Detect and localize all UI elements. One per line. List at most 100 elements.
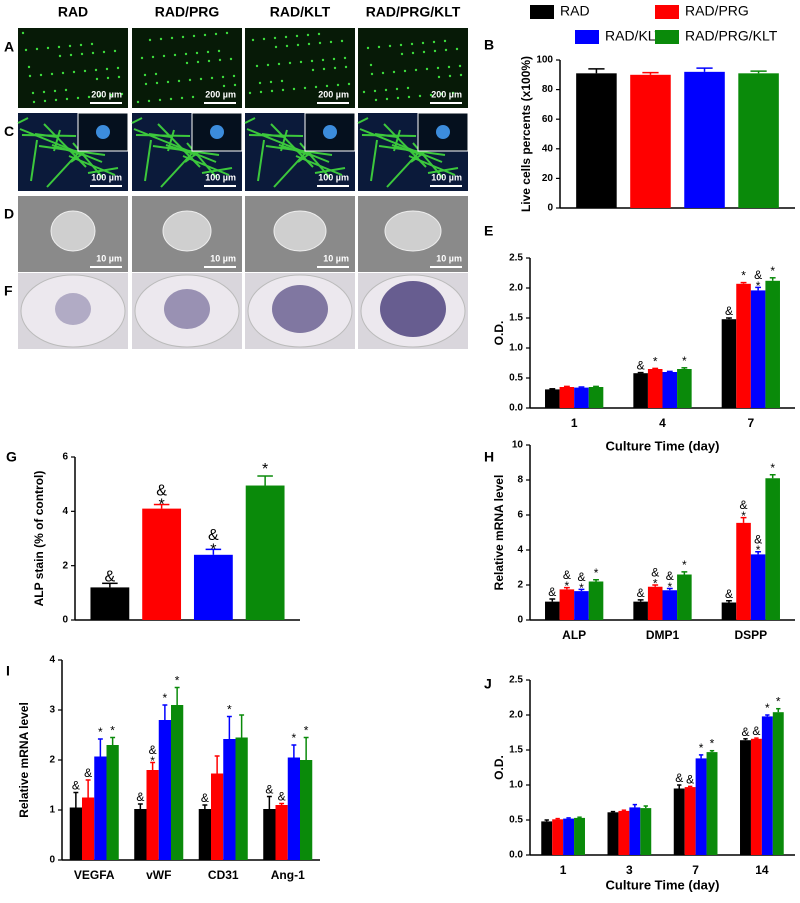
bar (193, 554, 233, 620)
error-bar (85, 779, 91, 798)
cell-dot (340, 39, 344, 43)
scale-label: 200 µm (91, 89, 122, 99)
significance-mark: * (699, 741, 704, 755)
scale-label: 100 µm (205, 172, 236, 182)
significance-mark: & * (563, 568, 571, 593)
cell-dot (69, 53, 73, 57)
x-tick-label: DMP1 (646, 628, 680, 642)
bar (695, 758, 707, 855)
cell-dot (116, 66, 120, 70)
bar (677, 369, 692, 408)
error-bar (266, 795, 272, 809)
bar (94, 756, 107, 860)
bar (721, 319, 737, 408)
cell-dot (307, 42, 311, 46)
cell-dot (388, 44, 392, 48)
bar (541, 821, 553, 855)
cell-dot (166, 80, 170, 84)
cell-body (162, 210, 212, 252)
cell-dot (258, 81, 262, 85)
y-tick-label: 2.5 (509, 253, 523, 264)
cell-dot (173, 53, 177, 57)
cell-dot (322, 67, 326, 71)
cell-dot (233, 83, 237, 87)
cell-dot (370, 72, 374, 76)
bar (106, 745, 119, 860)
bar (559, 589, 575, 620)
fiber (361, 134, 417, 137)
bar (684, 787, 696, 855)
error-bar (610, 810, 616, 813)
significance-mark: & (548, 585, 556, 599)
cell-dot (344, 65, 348, 69)
significance-mark: & (637, 586, 645, 600)
y-tick-label: 100 (536, 55, 553, 66)
significance-mark: * (163, 691, 168, 705)
bar (740, 740, 751, 855)
y-tick-label: 2.5 (509, 675, 523, 686)
scale-label: 100 µm (91, 172, 122, 182)
bar (146, 770, 159, 860)
bar (198, 809, 211, 860)
scale-label: 100 µm (431, 172, 462, 182)
y-axis-label: ALP stain (% of control) (32, 471, 46, 607)
fiber (265, 145, 333, 156)
bar (552, 819, 564, 855)
cell-dot (68, 44, 72, 48)
error-bar (110, 736, 116, 745)
stain (55, 293, 91, 325)
significance-mark: & * (666, 569, 674, 594)
cell-dot (336, 83, 340, 87)
cell-dot (332, 57, 336, 61)
bar (629, 807, 641, 855)
stain (380, 281, 446, 337)
error-bar (279, 802, 285, 805)
bar (677, 574, 692, 620)
y-axis-label: Relative mRNA level (492, 475, 506, 591)
cell-dot (54, 98, 58, 102)
cell-dot (144, 82, 148, 86)
cell-dot (369, 63, 373, 67)
cell-dot (24, 48, 28, 52)
fiber (152, 145, 220, 156)
error-bar (743, 738, 748, 741)
cell-dot (306, 33, 310, 37)
fiber (38, 145, 106, 156)
significance-mark: & * (577, 570, 585, 595)
panel-letter: I (6, 663, 10, 679)
chart-panel: JO.D.0.00.51.01.52.02.51 3 7& &* *14& &* *Cult… (484, 675, 795, 892)
y-tick-label: 6 (517, 510, 523, 521)
x-tick-label: 4 (659, 416, 666, 430)
bar (721, 602, 737, 620)
cell-dot (180, 96, 184, 100)
fiber (17, 117, 29, 124)
error-bar (593, 385, 599, 388)
significance-mark: * (304, 724, 309, 738)
x-tick-label: DSPP (734, 628, 767, 642)
significance-mark: * (770, 264, 775, 278)
bar (647, 369, 663, 408)
error-bar (153, 503, 170, 509)
cell-dot (251, 38, 255, 42)
cell-dot (318, 41, 322, 45)
cell-dot (192, 34, 196, 38)
legend-label: RAD/PRG (685, 3, 749, 19)
cell-dot (269, 80, 273, 84)
cell-dot (57, 45, 61, 49)
y-tick-label: 1.0 (509, 780, 523, 791)
cell-dot (280, 79, 284, 83)
significance-mark: & (741, 725, 749, 739)
bar (545, 601, 560, 620)
column-header: RAD/PRG/KLT (366, 4, 461, 20)
error-bar (698, 754, 704, 759)
y-tick-label: 1 (49, 805, 55, 816)
significance-mark: * (292, 731, 297, 745)
column-header: RAD/KLT (270, 4, 331, 20)
error-bar (162, 704, 168, 720)
scale-label: 200 µm (205, 89, 236, 99)
bar (750, 290, 766, 408)
bar (263, 809, 276, 860)
bar (563, 818, 575, 855)
cell-dot (288, 61, 292, 65)
